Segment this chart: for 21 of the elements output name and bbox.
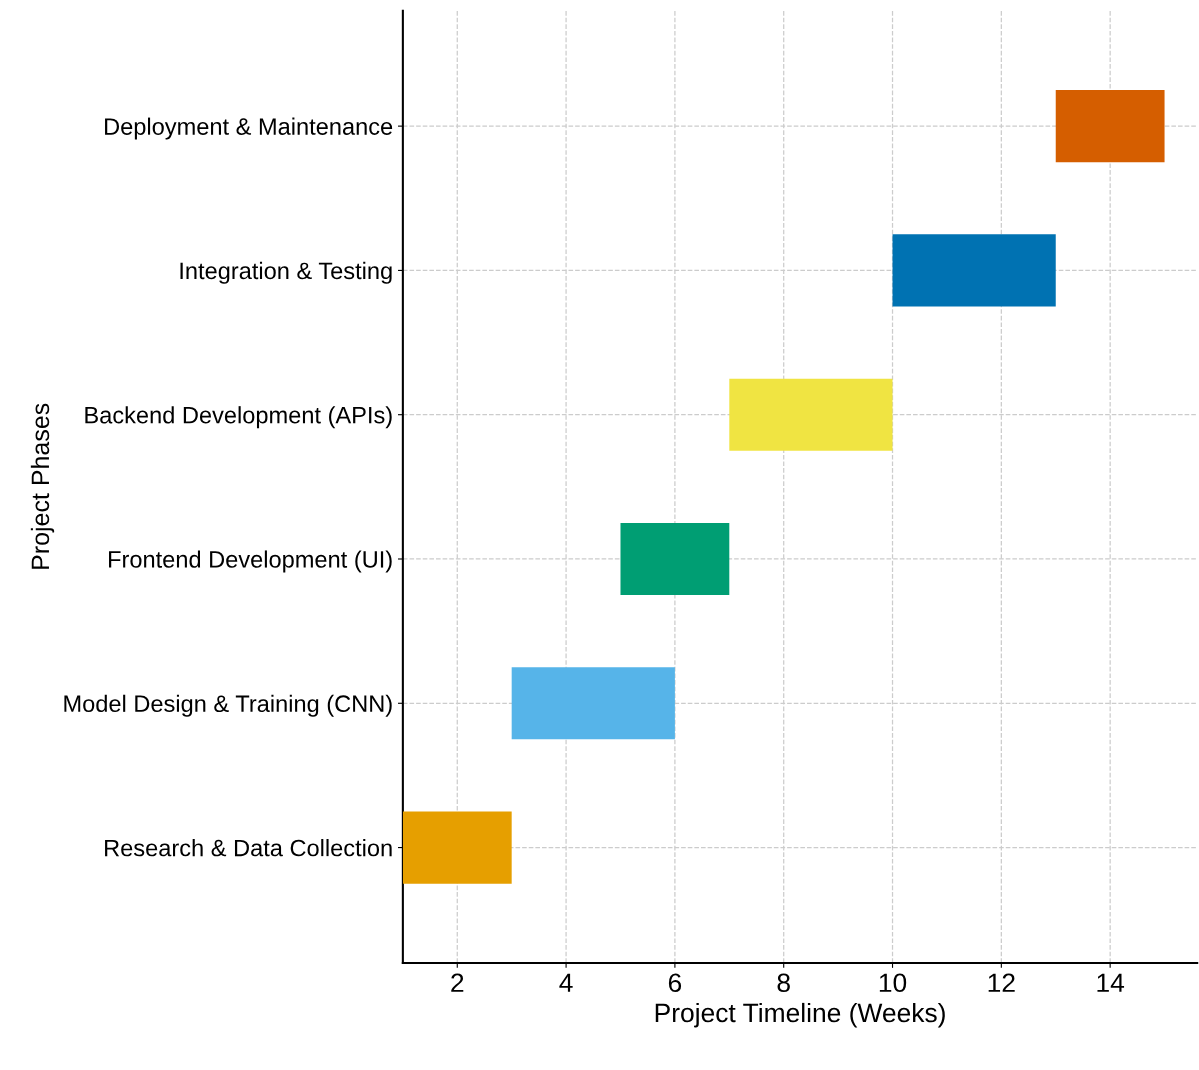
y-axis-title: Project Phases [30, 403, 55, 569]
y-tick-label: Backend Development (APIs) [85, 406, 392, 429]
bar [620, 522, 730, 596]
x-tick-label: 12 [988, 973, 1015, 992]
x-tick-label: 4 [559, 973, 573, 992]
x-tick-label: 10 [879, 973, 907, 993]
x-tick-label: 14 [1097, 973, 1125, 992]
bar [892, 234, 1056, 307]
bar [402, 811, 512, 884]
y-tick-label: Integration & Testing [180, 261, 392, 284]
x-tick-label: 2 [451, 973, 464, 992]
bar [729, 378, 893, 451]
bar [511, 667, 675, 740]
x-axis-title: Project Timeline (Weeks) [655, 1002, 945, 1028]
bar [1055, 90, 1165, 163]
y-tick-label: Deployment & Maintenance [105, 117, 393, 140]
y-tick-label: Frontend Development (UI) [109, 550, 392, 573]
y-tick-label: Research & Data Collection [105, 839, 392, 857]
y-tick-label: Model Design & Training (CNN) [64, 694, 392, 717]
x-tick-label: 8 [777, 973, 790, 993]
x-tick-label: 6 [668, 973, 682, 993]
